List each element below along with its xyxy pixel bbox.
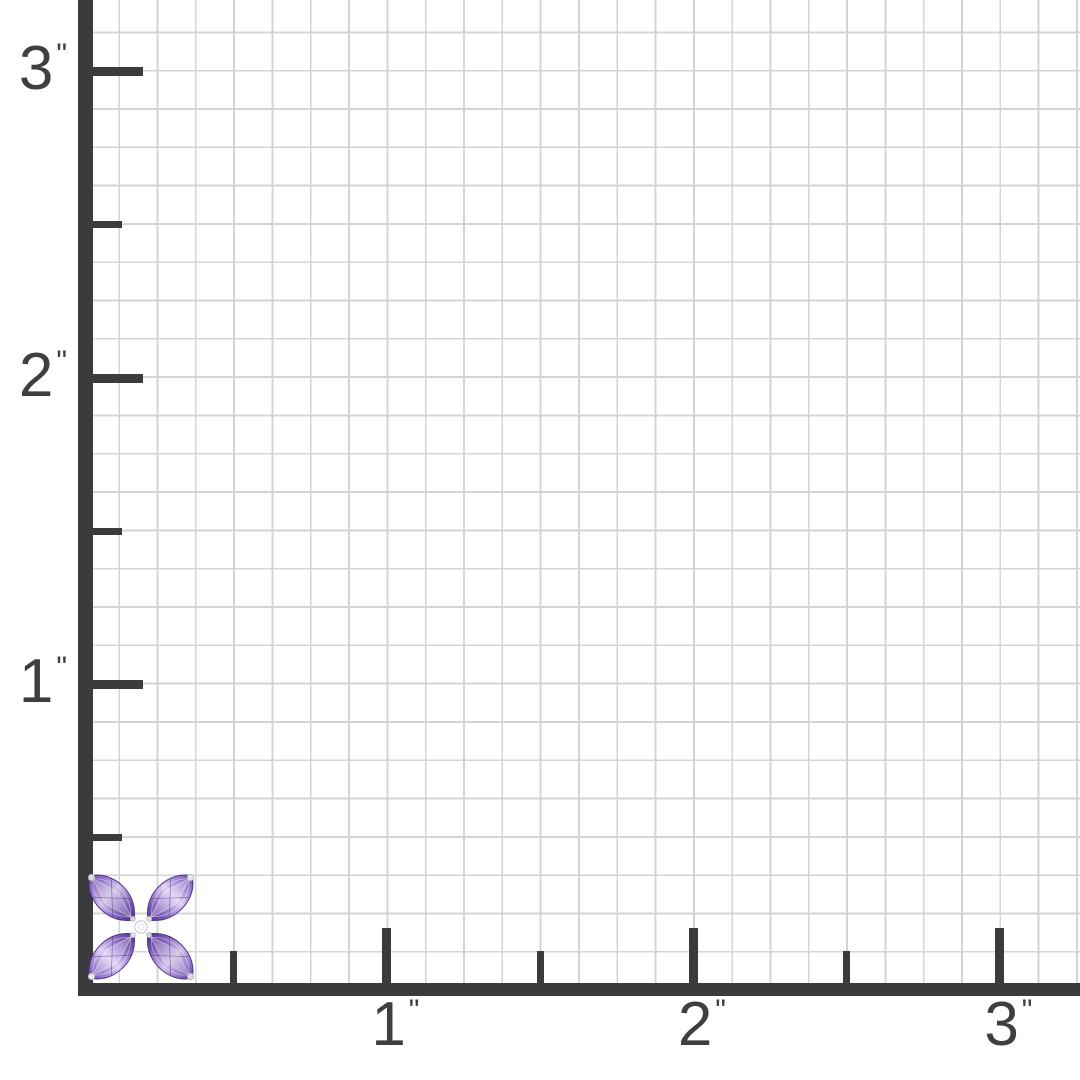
amethyst-flower-jewelry — [87, 873, 195, 981]
x-major-tick-2in — [688, 928, 698, 984]
y-minor-tick — [93, 527, 122, 535]
petal-lower-right — [146, 932, 195, 981]
x-axis-label-2in: 2 " — [678, 994, 727, 1056]
prong-tip-icon — [87, 972, 96, 981]
tick-label-number: 3 — [984, 990, 1019, 1059]
tick-label-number: 2 — [677, 990, 713, 1059]
petal-upper-left — [87, 873, 136, 922]
x-minor-tick — [843, 951, 851, 984]
prong-tip-icon — [186, 873, 195, 882]
tick-label-number: 3 — [18, 34, 54, 103]
x-axis-line — [78, 983, 1080, 996]
inch-unit-mark: " — [56, 38, 68, 71]
grid-paper — [80, 0, 1080, 991]
inch-unit-mark: " — [715, 994, 727, 1027]
y-minor-tick — [93, 834, 122, 842]
center-stone-facet — [137, 923, 145, 931]
prong-tip-icon — [87, 873, 96, 882]
prong-tip-icon — [186, 972, 195, 981]
x-minor-tick — [536, 951, 544, 984]
inch-unit-mark: " — [56, 344, 68, 378]
prong-inner-icon — [130, 932, 136, 938]
tick-label-number: 2 — [18, 340, 54, 410]
x-minor-tick — [230, 951, 238, 984]
petal-lower-left — [87, 932, 136, 981]
tick-label-number: 1 — [371, 990, 406, 1059]
petal-upper-right — [146, 873, 195, 922]
x-axis-label-3in: 3 " — [984, 994, 1033, 1056]
prong-inner-icon — [146, 932, 152, 938]
y-axis-label-1in: 1 " — [0, 651, 68, 713]
tick-label-number: 1 — [18, 647, 54, 716]
y-axis-line — [78, 0, 93, 996]
prong-inner-icon — [130, 916, 136, 922]
inch-unit-mark: " — [1021, 994, 1034, 1027]
x-axis-label-1in: 1 " — [371, 994, 420, 1056]
y-major-tick-1in — [93, 680, 143, 689]
x-major-tick-3in — [995, 928, 1005, 984]
inch-unit-mark: " — [56, 651, 68, 684]
y-minor-tick — [93, 221, 122, 229]
y-major-tick-2in — [93, 373, 143, 383]
x-major-tick-1in — [382, 928, 392, 984]
y-axis-label-2in: 2 " — [0, 344, 68, 407]
inch-unit-mark: " — [408, 994, 421, 1027]
y-axis-label-3in: 3 " — [0, 38, 68, 100]
y-major-tick-3in — [93, 67, 143, 76]
prong-inner-icon — [146, 916, 152, 922]
